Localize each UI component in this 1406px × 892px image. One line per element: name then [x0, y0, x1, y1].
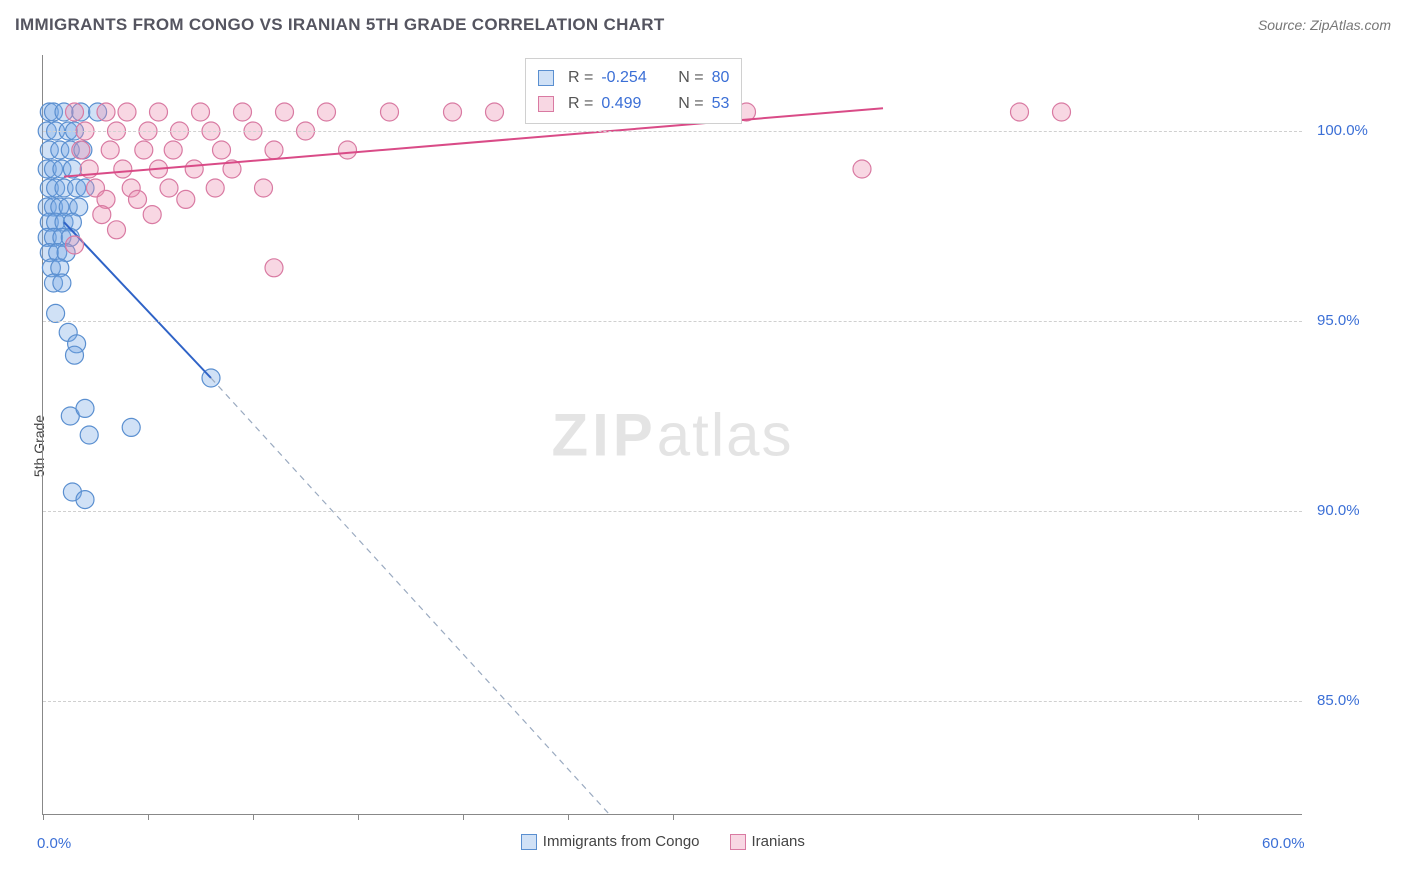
data-point — [1011, 103, 1029, 121]
data-point — [118, 103, 136, 121]
legend-swatch-icon — [730, 834, 746, 850]
data-point — [255, 179, 273, 197]
data-point — [80, 426, 98, 444]
stats-row: R = -0.254 N = 80 — [538, 65, 729, 91]
data-point — [108, 221, 126, 239]
data-point — [213, 141, 231, 159]
data-point — [66, 346, 84, 364]
data-point — [185, 160, 203, 178]
legend-label: Iranians — [752, 833, 805, 850]
data-point — [234, 103, 252, 121]
ytick-label: 95.0% — [1317, 312, 1360, 329]
data-point — [265, 141, 283, 159]
gridline-h — [43, 511, 1302, 512]
data-point — [339, 141, 357, 159]
data-point — [177, 190, 195, 208]
data-point — [66, 103, 84, 121]
xaxis-max-label: 60.0% — [1262, 835, 1305, 852]
gridline-h — [43, 131, 1302, 132]
data-point — [114, 160, 132, 178]
data-point — [1053, 103, 1071, 121]
data-point — [160, 179, 178, 197]
data-point — [318, 103, 336, 121]
legend-item: Immigrants from Congo — [521, 833, 700, 850]
trend-line — [64, 108, 883, 176]
data-point — [53, 274, 71, 292]
data-point — [381, 103, 399, 121]
source-label: Source: ZipAtlas.com — [1258, 17, 1391, 33]
stats-n-label: N = — [669, 91, 703, 117]
correlation-stats-box: R = -0.254 N = 80 R = 0.499 N = 53 — [525, 58, 742, 124]
data-point — [76, 491, 94, 509]
data-point — [72, 141, 90, 159]
data-point — [206, 179, 224, 197]
data-point — [265, 259, 283, 277]
ytick-label: 85.0% — [1317, 692, 1360, 709]
data-point — [66, 236, 84, 254]
data-point — [853, 160, 871, 178]
stats-row: R = 0.499 N = 53 — [538, 91, 729, 117]
data-point — [486, 103, 504, 121]
xtick — [463, 814, 464, 820]
stats-r-label: R = — [568, 65, 593, 91]
ytick-label: 90.0% — [1317, 502, 1360, 519]
stats-r-value: -0.254 — [601, 65, 661, 91]
xtick — [43, 814, 44, 820]
data-point — [101, 141, 119, 159]
data-point — [444, 103, 462, 121]
legend-swatch-icon — [521, 834, 537, 850]
data-point — [143, 206, 161, 224]
legend-swatch-icon — [538, 70, 554, 86]
legend-swatch-icon — [538, 96, 554, 112]
xaxis-min-label: 0.0% — [37, 835, 71, 852]
gridline-h — [43, 701, 1302, 702]
data-point — [192, 103, 210, 121]
trend-line — [64, 222, 211, 378]
bottom-legend: Immigrants from Congo Iranians — [521, 833, 805, 850]
legend-item: Iranians — [730, 833, 805, 850]
data-point — [97, 103, 115, 121]
legend-label: Immigrants from Congo — [543, 833, 700, 850]
xtick — [358, 814, 359, 820]
stats-n-label: N = — [669, 65, 703, 91]
data-point — [76, 399, 94, 417]
data-point — [150, 103, 168, 121]
data-point — [164, 141, 182, 159]
stats-r-value: 0.499 — [601, 91, 661, 117]
xtick — [673, 814, 674, 820]
data-point — [135, 141, 153, 159]
chart-title: IMMIGRANTS FROM CONGO VS IRANIAN 5TH GRA… — [15, 15, 665, 35]
xtick — [568, 814, 569, 820]
stats-r-label: R = — [568, 91, 593, 117]
data-point — [129, 190, 147, 208]
data-point — [93, 206, 111, 224]
data-point — [122, 418, 140, 436]
trend-line-extrapolated — [211, 378, 610, 815]
xtick — [1198, 814, 1199, 820]
xtick — [148, 814, 149, 820]
stats-n-value: 80 — [712, 65, 730, 91]
data-point — [47, 304, 65, 322]
xtick — [253, 814, 254, 820]
gridline-h — [43, 321, 1302, 322]
plot-area: ZIPatlas — [42, 55, 1302, 815]
stats-n-value: 53 — [712, 91, 730, 117]
ytick-label: 100.0% — [1317, 122, 1368, 139]
data-point — [276, 103, 294, 121]
